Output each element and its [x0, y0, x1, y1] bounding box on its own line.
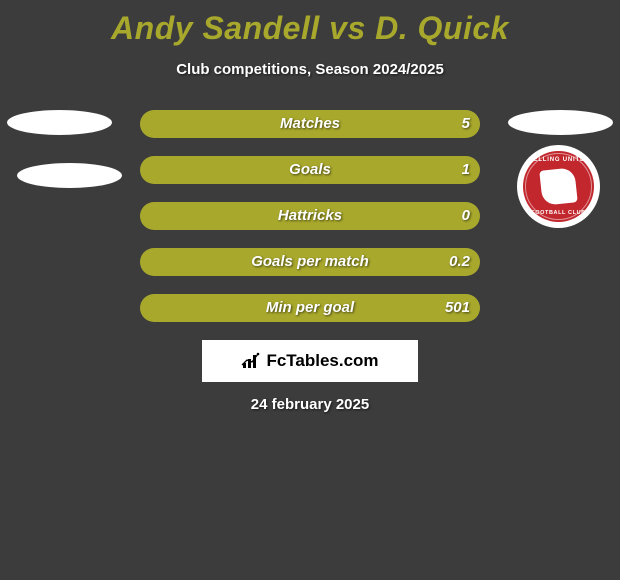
stat-value-right: 1 — [140, 156, 470, 184]
comparison-widget: Andy Sandell vs D. Quick Club competitio… — [0, 0, 620, 580]
stat-value-right: 0.2 — [140, 248, 470, 276]
page-title: Andy Sandell vs D. Quick — [0, 0, 620, 47]
stat-row-hattricks: Hattricks 0 — [0, 202, 620, 230]
stat-row-goals-per-match: Goals per match 0.2 — [0, 248, 620, 276]
stat-row-matches: Matches 5 — [0, 110, 620, 138]
branding-box[interactable]: FcTables.com — [202, 340, 418, 382]
stat-value-right: 501 — [140, 294, 470, 322]
stat-row-min-per-goal: Min per goal 501 — [0, 294, 620, 322]
stat-value-right: 0 — [140, 202, 470, 230]
stat-row-goals: Goals 1 — [0, 156, 620, 184]
date-label: 24 february 2025 — [0, 396, 620, 413]
branding-inner: FcTables.com — [241, 351, 378, 371]
stat-value-right: 5 — [140, 110, 470, 138]
subtitle: Club competitions, Season 2024/2025 — [0, 61, 620, 78]
bar-chart-icon — [241, 352, 263, 370]
branding-text: FcTables.com — [266, 351, 378, 371]
stats-area: WELLING UNITED FOOTBALL CLUB Matches 5 G… — [0, 110, 620, 322]
